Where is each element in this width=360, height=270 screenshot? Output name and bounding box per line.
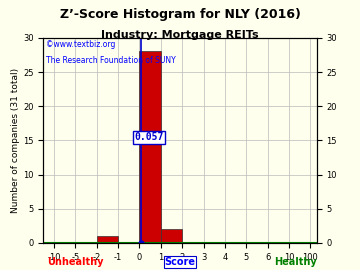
Text: Healthy: Healthy <box>274 257 317 267</box>
Y-axis label: Number of companies (31 total): Number of companies (31 total) <box>11 68 20 213</box>
Bar <box>139 52 161 243</box>
Text: ©www.textbiz.org: ©www.textbiz.org <box>46 40 115 49</box>
Text: The Research Foundation of SUNY: The Research Foundation of SUNY <box>46 56 176 65</box>
Text: Z’-Score Histogram for NLY (2016): Z’-Score Histogram for NLY (2016) <box>59 8 301 21</box>
Bar <box>96 236 118 243</box>
Text: Industry: Mortgage REITs: Industry: Mortgage REITs <box>101 30 259 40</box>
Text: Score: Score <box>165 257 195 267</box>
Text: 0.057: 0.057 <box>134 132 163 142</box>
Bar <box>161 229 182 243</box>
Text: Unhealthy: Unhealthy <box>47 257 103 267</box>
